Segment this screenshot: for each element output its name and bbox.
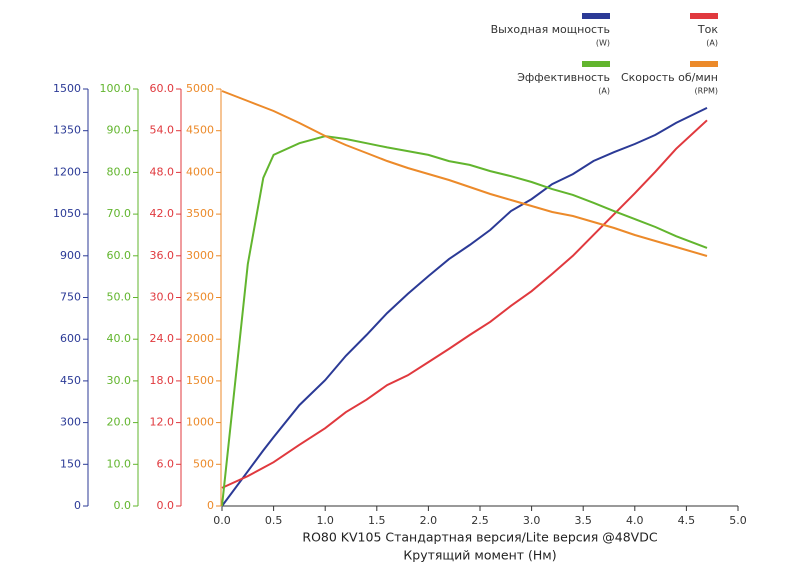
y-tick-label: 1000 — [186, 416, 214, 429]
y-tick-label: 30.0 — [107, 374, 132, 387]
x-tick-label: 1.0 — [316, 514, 334, 527]
y-tick-label: 90.0 — [107, 124, 132, 137]
y-tick-label: 70.0 — [107, 207, 132, 220]
x-tick-label: 2.0 — [420, 514, 438, 527]
legend-unit: (A) — [706, 39, 718, 48]
y-tick-label: 900 — [60, 249, 81, 262]
y-tick-label: 1050 — [53, 207, 81, 220]
y-tick-label: 60.0 — [107, 249, 132, 262]
legend-swatch — [690, 13, 718, 19]
y-tick-label: 6.0 — [157, 457, 175, 470]
series-line — [221, 119, 708, 489]
y-tick-label: 50.0 — [107, 291, 132, 304]
y-tick-label: 20.0 — [107, 416, 132, 429]
legend-unit: (A) — [598, 87, 610, 96]
series-line — [221, 107, 708, 507]
legend-label: Эффективность — [517, 71, 610, 84]
y-tick-label: 18.0 — [150, 374, 175, 387]
legend-label: Ток — [697, 23, 718, 36]
y-tick-label: 750 — [60, 291, 81, 304]
x-axis-title: Крутящий момент (Нм) — [403, 548, 556, 563]
x-tick-label: 3.0 — [523, 514, 541, 527]
y-tick-label: 42.0 — [150, 207, 175, 220]
y-tick-label: 3000 — [186, 249, 214, 262]
legend-swatch — [582, 61, 610, 67]
y-tick-label: 1500 — [186, 374, 214, 387]
y-tick-label: 500 — [193, 457, 214, 470]
y-tick-label: 0.0 — [157, 499, 175, 512]
legend-unit: (RPM) — [694, 87, 718, 96]
y-tick-label: 40.0 — [107, 332, 132, 345]
y-tick-label: 3500 — [186, 207, 214, 220]
y-tick-label: 12.0 — [150, 416, 175, 429]
x-tick-label: 5.0 — [729, 514, 747, 527]
y-tick-label: 80.0 — [107, 165, 132, 178]
y-tick-label: 1200 — [53, 165, 81, 178]
series-line — [221, 135, 708, 507]
legend-swatch — [582, 13, 610, 19]
y-tick-label: 1350 — [53, 124, 81, 137]
x-tick-label: 4.0 — [626, 514, 644, 527]
y-tick-label: 10.0 — [107, 457, 132, 470]
series-line — [221, 90, 708, 257]
x-tick-label: 0.5 — [265, 514, 283, 527]
x-tick-label: 2.5 — [471, 514, 489, 527]
y-tick-label: 30.0 — [150, 291, 175, 304]
y-tick-label: 36.0 — [150, 249, 175, 262]
y-tick-label: 0 — [74, 499, 81, 512]
y-tick-label: 1500 — [53, 82, 81, 95]
x-tick-label: 0.0 — [213, 514, 231, 527]
y-tick-label: 5000 — [186, 82, 214, 95]
y-tick-label: 0 — [207, 499, 214, 512]
x-tick-label: 3.5 — [574, 514, 592, 527]
x-tick-label: 4.5 — [678, 514, 696, 527]
chart-title: RO80 KV105 Стандартная версия/Lite верси… — [302, 530, 657, 545]
y-tick-label: 24.0 — [150, 332, 175, 345]
legend-swatch — [690, 61, 718, 67]
y-tick-label: 4500 — [186, 124, 214, 137]
y-tick-label: 150 — [60, 457, 81, 470]
y-tick-label: 300 — [60, 416, 81, 429]
y-tick-label: 2500 — [186, 291, 214, 304]
legend-label: Выходная мощность — [491, 23, 610, 36]
y-tick-label: 48.0 — [150, 165, 175, 178]
y-tick-label: 4000 — [186, 165, 214, 178]
y-tick-label: 0.0 — [114, 499, 132, 512]
legend-label: Скорость об/мин — [621, 71, 718, 84]
legend-unit: (W) — [596, 39, 610, 48]
y-tick-label: 100.0 — [100, 82, 132, 95]
y-tick-label: 54.0 — [150, 124, 175, 137]
y-tick-label: 600 — [60, 332, 81, 345]
x-tick-label: 1.5 — [368, 514, 386, 527]
y-tick-label: 450 — [60, 374, 81, 387]
y-tick-label: 2000 — [186, 332, 214, 345]
y-tick-label: 60.0 — [150, 82, 175, 95]
